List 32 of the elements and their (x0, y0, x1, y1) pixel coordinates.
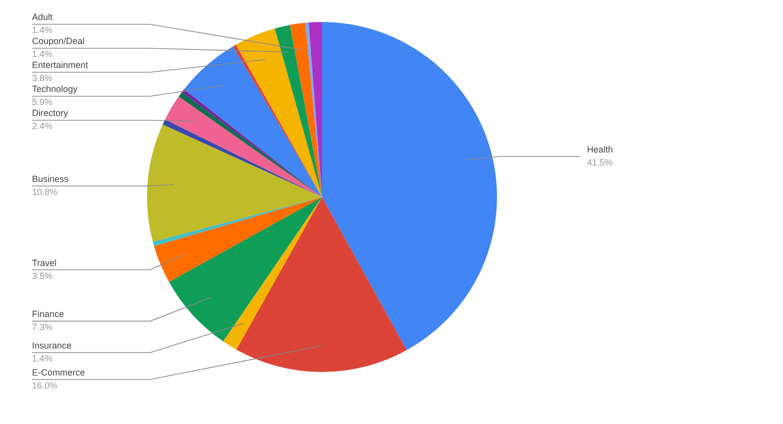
slice-label: Health (587, 144, 614, 154)
pie-slice (223, 197, 322, 350)
slice-label: Technology (32, 84, 78, 94)
data-label: 1.4% (32, 49, 53, 60)
slice-label: Coupon/Deal (32, 36, 85, 46)
slice-label: Directory (32, 108, 69, 118)
pie-slice (168, 197, 322, 342)
pie-slice (147, 124, 322, 242)
pie-slice (236, 197, 407, 372)
slice-label: E-Commerce (32, 368, 86, 378)
slice-label: Business (32, 174, 70, 184)
data-label: 1.4% (32, 354, 53, 364)
data-label: 16.0% (32, 380, 58, 390)
data-label: 41.5% (587, 157, 613, 168)
pie-slice (152, 197, 322, 246)
slice-label: Insurance (32, 340, 72, 351)
data-label: 1.4% (32, 25, 53, 36)
pie-slice (308, 22, 322, 197)
pie-slice (274, 24, 322, 197)
data-label: 3.8% (32, 73, 53, 84)
slice-label: Finance (32, 309, 64, 320)
data-label: 7.3% (32, 322, 53, 332)
pie-slice (305, 22, 322, 197)
slice-label: Adult (32, 12, 54, 22)
data-label: 2.4% (32, 121, 53, 132)
data-label: 10.8% (32, 186, 58, 197)
data-label: 3.5% (32, 270, 53, 281)
slice-label: Entertainment (32, 60, 89, 70)
slice-label: Travel (32, 258, 57, 268)
pie-slice (290, 22, 322, 197)
data-label: 5.9% (32, 97, 53, 108)
pie-slice (154, 197, 322, 282)
